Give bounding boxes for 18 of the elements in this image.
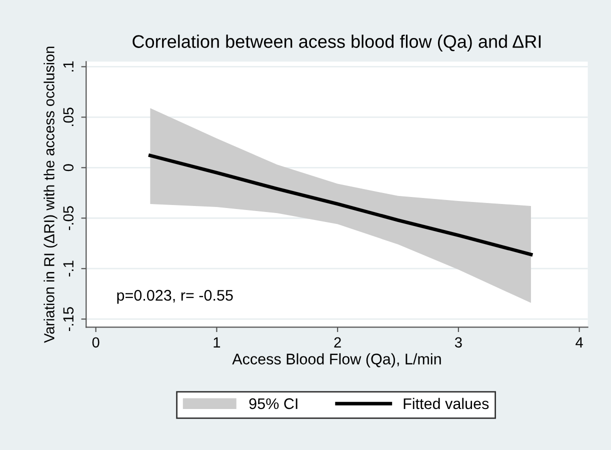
x-tick-label: 2 xyxy=(334,337,341,348)
x-tick-label: 4 xyxy=(576,337,583,348)
annotation: p=0.023, r= -0.55 xyxy=(117,290,233,304)
x-tick-label: 3 xyxy=(454,337,462,348)
y-tick-label: -.05 xyxy=(63,206,74,230)
text: 95% CI xyxy=(249,398,298,410)
line-series xyxy=(148,154,533,256)
legend-label: Fitted values xyxy=(404,398,489,410)
y-tick-label: .1 xyxy=(63,61,74,72)
x-tick-label: 0 xyxy=(92,337,100,348)
y-tick-label: -.15 xyxy=(63,307,74,331)
y-tick-label: -.1 xyxy=(63,260,74,276)
y-tick-label: .05 xyxy=(63,108,74,126)
y-tick-label: 0 xyxy=(63,164,74,172)
x-tick-label: 1 xyxy=(214,337,220,348)
x-axis-title: Access Blood Flow (Qa), L/min xyxy=(232,353,441,368)
y-axis-title: Variation in RI (ΔRI) with the access occlusion xyxy=(44,46,58,343)
chart-title: Correlation between acess blood flow (Qa) and ΔRI xyxy=(132,34,541,52)
